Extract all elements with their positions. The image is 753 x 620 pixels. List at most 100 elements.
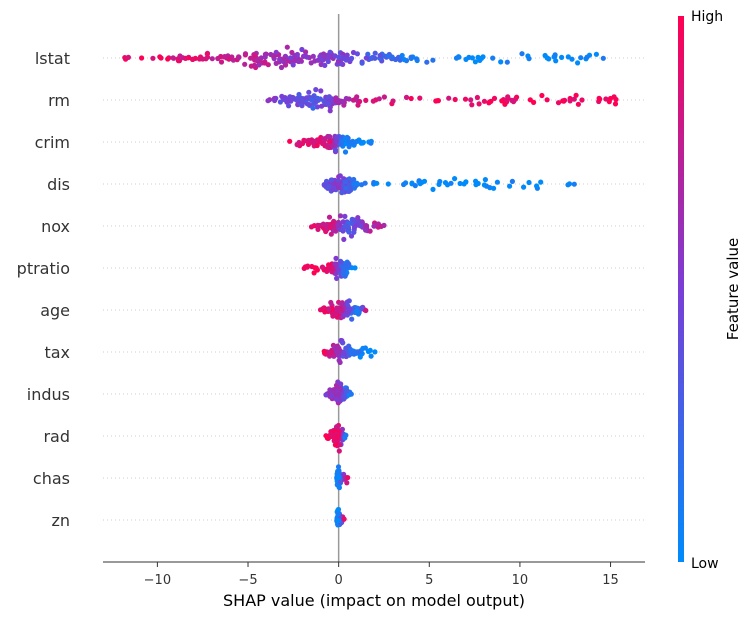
shap-point-indus — [336, 392, 342, 398]
shap-point-rm — [603, 96, 609, 102]
shap-point-age — [359, 305, 365, 311]
shap-point-lstat — [236, 54, 242, 61]
shap-point-lstat — [593, 51, 600, 57]
shap-point-rm — [336, 98, 342, 104]
shap-point-dis — [339, 190, 345, 196]
shap-point-lstat — [498, 59, 504, 65]
shap-point-nox — [342, 213, 348, 219]
shap-point-crim — [354, 138, 360, 144]
shap-point-rm — [313, 87, 319, 93]
shap-point-rm — [299, 98, 305, 104]
shap-point-lstat — [242, 51, 249, 57]
shap-point-dis — [534, 183, 540, 189]
shap-point-lstat — [268, 51, 274, 58]
shap-point-crim — [332, 147, 339, 153]
shap-point-age — [326, 306, 332, 312]
shap-point-rm — [499, 98, 505, 104]
shap-point-dis — [509, 178, 515, 184]
shap-point-rm — [417, 95, 423, 101]
shap-point-lstat — [252, 53, 258, 59]
shap-point-indus — [327, 387, 333, 393]
shap-point-rm — [265, 98, 271, 104]
shap-point-ptratio — [346, 262, 352, 268]
shap-point-rm — [272, 97, 278, 104]
shap-point-ptratio — [327, 264, 333, 270]
shap-point-crim — [334, 138, 340, 144]
shap-point-dis — [507, 183, 513, 189]
feature-label-tax: tax — [44, 343, 70, 362]
shap-point-lstat — [190, 56, 196, 63]
shap-point-lstat — [215, 55, 221, 62]
shap-point-lstat — [350, 49, 357, 56]
feature-label-rm: rm — [48, 91, 70, 110]
x-tick-label: 15 — [602, 573, 619, 588]
shap-point-rm — [539, 92, 545, 99]
shap-point-nox — [320, 221, 326, 227]
shap-point-crim — [346, 139, 352, 145]
shap-point-lstat — [472, 59, 478, 65]
shap-point-tax — [321, 348, 327, 354]
shap-point-rm — [486, 100, 492, 106]
shap-point-tax — [341, 350, 347, 356]
shap-point-lstat — [177, 53, 183, 59]
shap-point-lstat — [575, 60, 581, 66]
shap-point-lstat — [526, 56, 532, 62]
shap-point-lstat — [463, 56, 469, 63]
shap-point-rm — [613, 96, 619, 103]
colorbar: High Low Feature value — [678, 9, 742, 572]
shap-point-crim — [327, 139, 333, 145]
shap-point-nox — [351, 217, 357, 223]
shap-point-dis — [494, 179, 500, 185]
shap-point-crim — [308, 139, 315, 145]
shap-point-lstat — [262, 59, 268, 65]
x-tick-label: 5 — [425, 573, 433, 588]
shap-point-lstat — [158, 55, 164, 61]
shap-point-lstat — [544, 55, 550, 61]
shap-point-ptratio — [334, 275, 340, 281]
shap-point-rm — [575, 101, 582, 107]
shap-point-lstat — [399, 52, 405, 59]
shap-point-age — [347, 306, 353, 312]
shap-point-dis — [336, 181, 342, 187]
shap-point-crim — [346, 144, 352, 150]
shap-point-lstat — [182, 55, 189, 62]
shap-point-lstat — [377, 52, 383, 59]
shap-point-dis — [521, 184, 527, 190]
feature-label-age: age — [40, 301, 70, 320]
shap-point-age — [354, 308, 360, 314]
shap-point-ptratio — [333, 271, 339, 277]
shap-point-rm — [319, 103, 325, 109]
shap-point-crim — [327, 134, 333, 140]
shap-point-age — [349, 316, 355, 322]
shap-point-crim — [316, 138, 322, 144]
colorbar-title: Feature value — [724, 238, 742, 340]
shap-point-lstat — [453, 55, 460, 61]
shap-point-nox — [363, 227, 369, 233]
colorbar-gradient — [678, 16, 684, 562]
shap-point-rm — [370, 98, 376, 104]
shap-point-dis — [412, 183, 418, 189]
shap-point-indus — [335, 379, 341, 385]
shap-point-rm — [452, 96, 458, 103]
shap-point-tax — [336, 345, 342, 351]
feature-labels: lstat rm crim dis nox ptratio age tax indus rad ch… — [17, 49, 70, 530]
shap-point-lstat — [299, 46, 305, 53]
shap-point-lstat — [308, 60, 314, 66]
feature-label-lstat: lstat — [35, 49, 70, 68]
shap-point-rm — [403, 94, 410, 100]
shap-point-lstat — [248, 55, 254, 61]
shap-point-rm — [308, 97, 315, 103]
shap-point-age — [363, 307, 369, 314]
shap-point-rm — [573, 92, 579, 98]
shap-point-dis — [337, 173, 343, 179]
shap-point-rad — [343, 432, 349, 438]
shap-point-nox — [328, 231, 334, 237]
shap-point-lstat — [325, 54, 331, 60]
shap-point-nox — [355, 215, 361, 221]
shap-point-rm — [314, 104, 320, 110]
shap-point-tax — [368, 353, 374, 359]
shap-point-rm — [435, 98, 441, 104]
shap-point-age — [338, 301, 345, 307]
shap-point-nox — [354, 222, 360, 228]
